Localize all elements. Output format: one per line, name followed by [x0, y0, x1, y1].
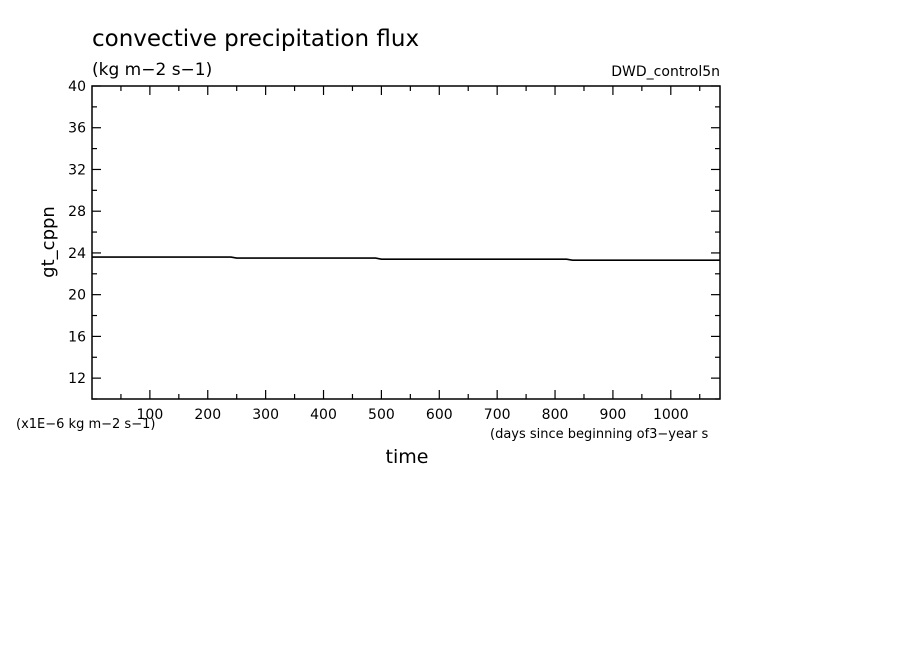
- x-tick-label: 100: [137, 407, 164, 423]
- x-tick-label: 800: [542, 407, 569, 423]
- y-tick-label: 40: [68, 79, 86, 95]
- y-tick-label: 12: [68, 371, 86, 387]
- y-axis-label: gt_cppn: [38, 206, 59, 278]
- chart-subtitle: (kg m−2 s−1): [92, 60, 212, 80]
- x-tick-label: 400: [310, 407, 337, 423]
- x-tick-label: 700: [484, 407, 511, 423]
- y-tick-label: 16: [68, 329, 86, 345]
- y-tick-label: 36: [68, 121, 86, 137]
- y-tick-label: 24: [68, 246, 86, 262]
- x-axis-units: (days since beginning of3−year s: [490, 427, 708, 442]
- dataset-label: DWD_control5n: [611, 64, 720, 80]
- x-tick-label: 600: [426, 407, 453, 423]
- x-tick-label: 300: [252, 407, 279, 423]
- series-layer: [92, 256, 720, 262]
- x-tick-label: 200: [194, 407, 221, 423]
- plot-frame: [91, 85, 721, 400]
- chart-title: convective precipitation flux: [92, 26, 419, 52]
- y-axis-units: (x1E−6 kg m−2 s−1): [16, 417, 155, 432]
- x-tick-label: 1000: [653, 407, 689, 423]
- y-tick-label: 20: [68, 288, 86, 304]
- x-axis-label: time: [386, 446, 429, 468]
- x-tick-label: 500: [368, 407, 395, 423]
- x-tick-label: 900: [600, 407, 627, 423]
- x-axis-ticks: 100 200 300 400 500 600 700 800 900 1000: [120, 86, 701, 423]
- y-tick-label: 32: [68, 162, 86, 178]
- y-tick-label: 28: [68, 204, 86, 220]
- series-line: [92, 256, 720, 262]
- y-axis-ticks: 12 16 20 24 28 32 36 40: [68, 79, 720, 400]
